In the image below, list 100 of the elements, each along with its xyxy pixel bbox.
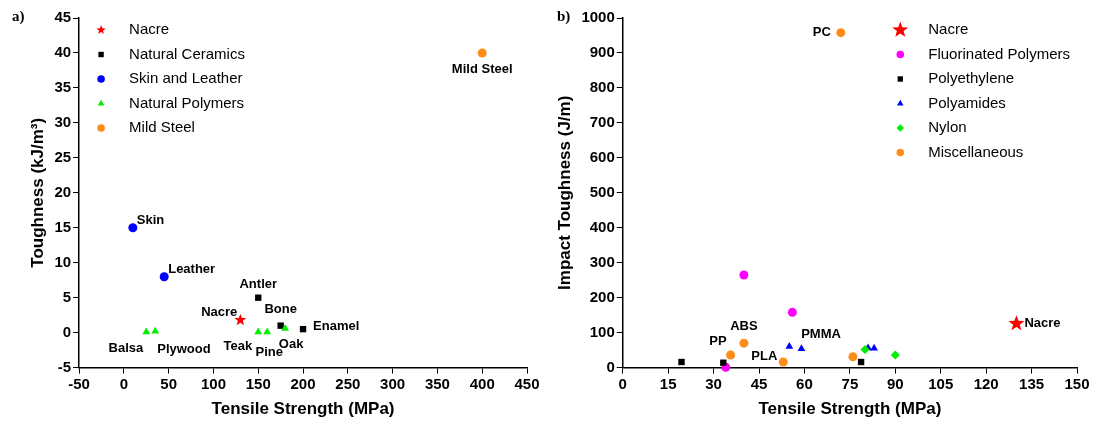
x-tick-label: 200 <box>290 374 316 392</box>
annotation: Teak <box>223 337 254 353</box>
legend-label: Nylon <box>928 118 967 136</box>
annotation: PMMA <box>801 326 842 342</box>
annotation: Mild Steel <box>451 60 513 76</box>
annotation: Nacre <box>1024 315 1061 331</box>
y-tick-label: 700 <box>589 113 615 131</box>
y-tick-label: -5 <box>57 357 72 375</box>
y-axis-title: Impact Toughness (J/m) <box>554 95 574 290</box>
x-tick-label: 105 <box>928 374 954 392</box>
point <box>277 322 284 329</box>
point <box>477 48 487 58</box>
chart-title: b) <box>557 8 571 26</box>
annotation: Balsa <box>108 339 145 355</box>
legend-label: Mild Steel <box>129 118 195 136</box>
y-tick-label: 15 <box>54 217 72 235</box>
x-tick-label: 0 <box>618 374 627 392</box>
y-tick-label: 500 <box>589 182 615 200</box>
y-tick-label: 900 <box>589 43 615 61</box>
x-tick-label: 300 <box>380 374 406 392</box>
legend-label: Nacre <box>928 20 969 38</box>
point <box>678 358 685 366</box>
annotation: Plywood <box>157 340 211 356</box>
point <box>281 323 290 331</box>
x-tick-label: 250 <box>335 374 361 392</box>
y-tick-label: 400 <box>589 217 615 235</box>
legend-label: Natural Polymers <box>129 93 245 111</box>
y-tick-label: 5 <box>62 287 72 305</box>
point <box>860 344 870 354</box>
point <box>870 343 879 351</box>
point <box>726 350 736 360</box>
annotation: ABS <box>730 317 758 333</box>
chart-title: a) <box>12 8 25 26</box>
legend-label: Polyamides <box>928 93 1006 111</box>
x-tick-label: -50 <box>68 374 90 392</box>
x-tick-label: 100 <box>200 374 226 392</box>
y-tick-label: 40 <box>54 43 72 61</box>
annotation: Leather <box>168 261 216 277</box>
annotation: Bone <box>264 301 297 317</box>
y-tick-label: 600 <box>589 147 615 165</box>
y-tick-label: 30 <box>54 113 72 131</box>
y-tick-label: 200 <box>589 287 615 305</box>
point <box>159 272 169 282</box>
x-tick-label: 150 <box>1064 374 1090 392</box>
y-tick-label: 300 <box>589 252 615 270</box>
x-tick-label: 60 <box>796 374 813 392</box>
x-tick-label: 90 <box>886 374 904 392</box>
point <box>778 357 788 367</box>
point <box>797 344 806 351</box>
y-tick-label: 1000 <box>581 8 615 26</box>
y-tick-label: 35 <box>54 78 72 96</box>
y-tick-label: 20 <box>54 182 72 200</box>
y-tick-label: 45 <box>54 8 72 26</box>
point <box>255 294 262 301</box>
y-tick-label: 0 <box>62 322 72 340</box>
x-tick-label: 50 <box>160 374 178 392</box>
x-axis-title: Tensile Strength (MPa) <box>758 399 942 419</box>
y-axis-title: Toughness (kJ/m³) <box>27 117 47 268</box>
annotation: Nacre <box>201 303 238 319</box>
legend-label: Fluorinated Polymers <box>928 44 1071 62</box>
point <box>787 307 797 317</box>
annotation: Antler <box>239 276 278 292</box>
x-tick-label: 120 <box>973 374 999 392</box>
point <box>836 28 846 38</box>
x-tick-label: 135 <box>1019 374 1045 392</box>
annotation: Enamel <box>313 317 360 333</box>
annotation: Skin <box>136 212 165 228</box>
point <box>263 327 272 335</box>
y-tick-label: 100 <box>589 322 615 340</box>
point <box>254 327 263 335</box>
legend-label: Polyethylene <box>928 69 1015 87</box>
x-tick-label: 400 <box>469 374 495 392</box>
annotation: PLA <box>751 347 778 363</box>
point <box>142 327 151 335</box>
point <box>739 338 749 348</box>
legend-label: Skin and Leather <box>129 69 243 87</box>
x-tick-label: 450 <box>514 374 540 392</box>
y-tick-label: 800 <box>589 78 615 96</box>
y-tick-label: 0 <box>606 357 615 375</box>
x-tick-label: 45 <box>750 374 768 392</box>
annotation: PC <box>812 24 832 40</box>
point <box>848 352 858 362</box>
legend-label: Natural Ceramics <box>129 44 245 62</box>
point <box>1008 315 1025 331</box>
x-tick-label: 30 <box>705 374 722 392</box>
x-tick-label: 150 <box>245 374 271 392</box>
x-tick-label: 15 <box>659 374 677 392</box>
x-tick-label: 75 <box>841 374 859 392</box>
point <box>890 350 900 360</box>
point <box>739 270 749 280</box>
x-axis-title: Tensile Strength (MPa) <box>211 399 395 419</box>
x-tick-label: 0 <box>119 374 129 392</box>
y-tick-label: 10 <box>54 252 72 270</box>
x-tick-label: 350 <box>424 374 450 392</box>
annotation: PP <box>709 332 727 348</box>
legend-label: Miscellaneous <box>928 142 1024 160</box>
y-tick-label: 25 <box>54 147 72 165</box>
legend-label: Nacre <box>129 20 170 38</box>
point <box>785 342 794 349</box>
point <box>128 223 138 233</box>
